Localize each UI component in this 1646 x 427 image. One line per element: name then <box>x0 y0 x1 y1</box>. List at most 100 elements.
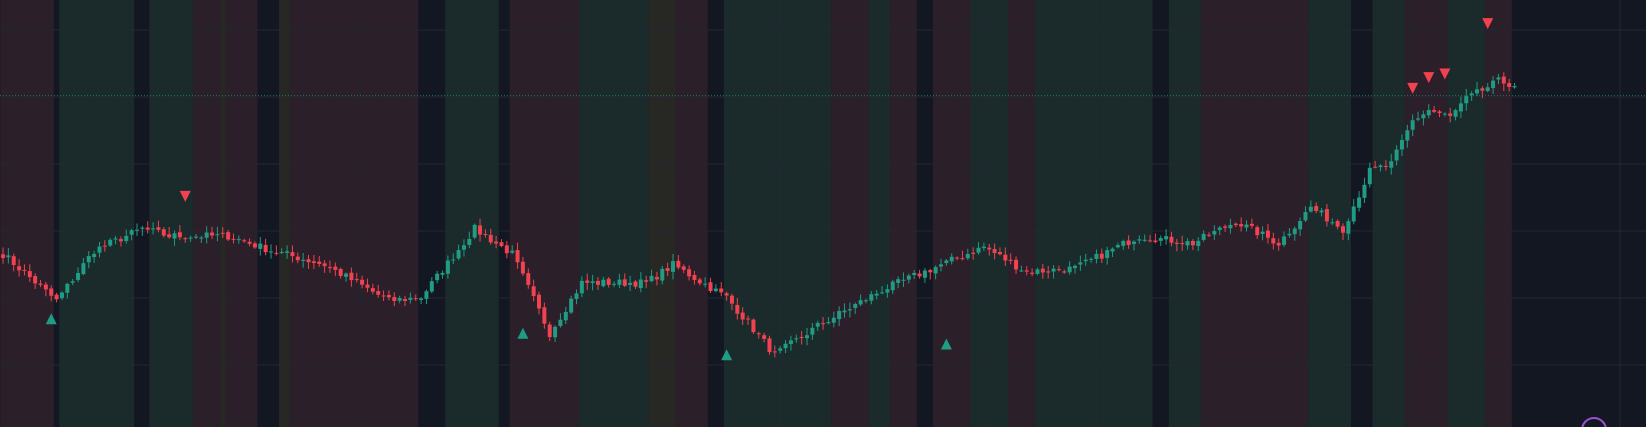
candle-body <box>113 238 118 240</box>
candle <box>553 325 558 343</box>
candle-body <box>1373 166 1378 168</box>
candle-body <box>1282 236 1287 245</box>
candle <box>1164 229 1169 245</box>
candle-body <box>140 227 145 229</box>
candle <box>633 280 638 289</box>
candle-body <box>344 273 349 277</box>
candle <box>772 345 777 358</box>
candle <box>1223 224 1228 232</box>
candle <box>1078 255 1083 271</box>
candle-body <box>1089 258 1094 260</box>
regime-band <box>445 0 499 427</box>
candle <box>295 252 300 264</box>
candle-body <box>408 297 413 300</box>
candle <box>1383 160 1388 171</box>
candle <box>1040 263 1045 279</box>
candle-body <box>1421 114 1426 119</box>
candle-body <box>1105 250 1110 259</box>
candle <box>403 295 407 307</box>
candle-body <box>472 224 477 238</box>
candle-body <box>863 300 868 302</box>
regime-band <box>675 0 708 427</box>
candle-body <box>1426 110 1431 116</box>
candle-body <box>729 295 734 304</box>
candle-body <box>1442 113 1447 115</box>
candle-body <box>1190 240 1195 246</box>
candle-body <box>783 343 788 349</box>
candle <box>1099 248 1104 264</box>
candle <box>815 320 820 331</box>
candle <box>285 245 290 259</box>
candle <box>440 270 445 279</box>
candle-body <box>628 282 633 285</box>
candle <box>1416 111 1421 122</box>
candle <box>204 226 209 244</box>
candle <box>520 256 525 277</box>
candle <box>11 253 16 272</box>
candle <box>526 268 531 289</box>
candle-body <box>467 238 472 245</box>
candle-body <box>354 279 359 281</box>
candle <box>1351 198 1356 225</box>
candle <box>713 284 718 293</box>
candle <box>1019 265 1024 272</box>
candle-body <box>638 279 643 289</box>
candle <box>1207 232 1211 238</box>
candle <box>59 291 64 301</box>
buy-marker-icon <box>940 338 952 350</box>
candle <box>1314 202 1319 214</box>
candle <box>740 307 745 325</box>
candle-body <box>654 276 659 280</box>
regime-band <box>498 0 510 427</box>
candle <box>1458 96 1463 118</box>
candle <box>1 247 5 264</box>
candle-body <box>1512 86 1517 88</box>
candle <box>1453 108 1458 121</box>
candle-body <box>681 266 686 270</box>
candle <box>1142 234 1147 242</box>
regime-band <box>890 0 917 427</box>
candle <box>108 238 113 247</box>
candle <box>687 265 692 281</box>
candle-body <box>1083 259 1088 262</box>
candle <box>70 279 75 286</box>
candle-body <box>1115 245 1120 248</box>
candle-body <box>1196 240 1201 246</box>
candle-body <box>815 322 820 327</box>
candle <box>515 242 520 269</box>
candle <box>188 235 193 242</box>
regime-band <box>220 0 226 427</box>
buy-marker-icon <box>721 349 733 361</box>
candle <box>660 265 665 285</box>
candle <box>606 276 611 288</box>
candle <box>1131 240 1136 251</box>
cursor-ring-icon[interactable] <box>1581 417 1607 427</box>
sell-marker-icon <box>179 190 191 202</box>
candle-body <box>960 258 965 260</box>
candle-body <box>799 336 804 338</box>
candle <box>697 277 702 286</box>
candle-body <box>1158 238 1163 241</box>
candle <box>338 267 343 279</box>
candle <box>676 254 681 270</box>
candle <box>558 313 563 328</box>
candle <box>595 277 600 291</box>
candle-body <box>1367 167 1372 185</box>
candle <box>719 282 724 297</box>
candle <box>290 245 295 263</box>
regime-band <box>1249 0 1309 427</box>
candle-body <box>1410 120 1415 130</box>
candle-body <box>1432 109 1437 112</box>
candle <box>1464 88 1469 111</box>
candle-body <box>1314 206 1319 211</box>
candle <box>135 223 139 236</box>
candle-body <box>1389 161 1394 168</box>
candle-body <box>327 267 332 269</box>
candle <box>847 302 852 318</box>
candle <box>156 220 161 233</box>
candle <box>896 276 901 289</box>
candle <box>1287 228 1292 238</box>
candle <box>210 226 215 240</box>
